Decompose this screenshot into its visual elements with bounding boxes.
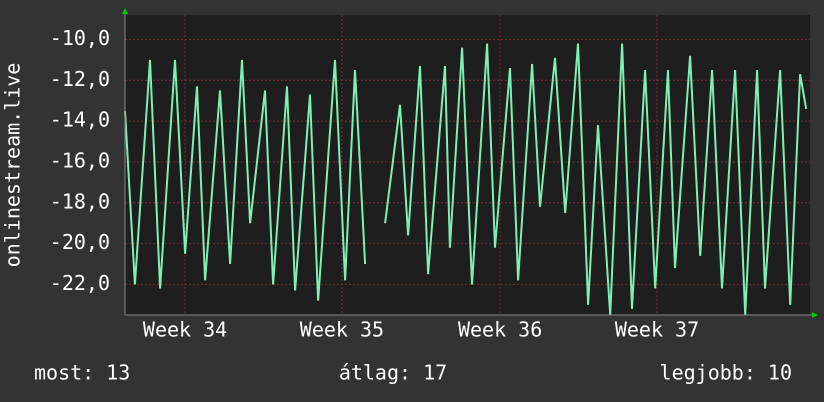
y-tick-label: -20,0: [50, 230, 110, 254]
footer-average: átlag: 17: [339, 361, 447, 385]
series-line: [124, 43, 808, 316]
y-tick-label: -10,0: [50, 26, 110, 50]
x-arrow: [812, 312, 818, 318]
x-tick-label: Week 35: [300, 318, 384, 342]
y-tick-label: -18,0: [50, 189, 110, 213]
footer-current: most: 13: [34, 361, 130, 385]
y-tick-label: -16,0: [50, 148, 110, 172]
y-tick-label: -12,0: [50, 67, 110, 91]
y-tick-label: -22,0: [50, 271, 110, 295]
footer-best: legjobb: 10: [660, 361, 792, 385]
y-tick-label: -14,0: [50, 108, 110, 132]
y-axis-label: onlinestream.live: [1, 63, 25, 268]
x-tick-label: Week 34: [143, 318, 227, 342]
marks: [124, 43, 808, 316]
y-arrow: [122, 8, 128, 14]
x-tick-label: Week 36: [458, 318, 542, 342]
x-tick-label: Week 37: [615, 318, 699, 342]
